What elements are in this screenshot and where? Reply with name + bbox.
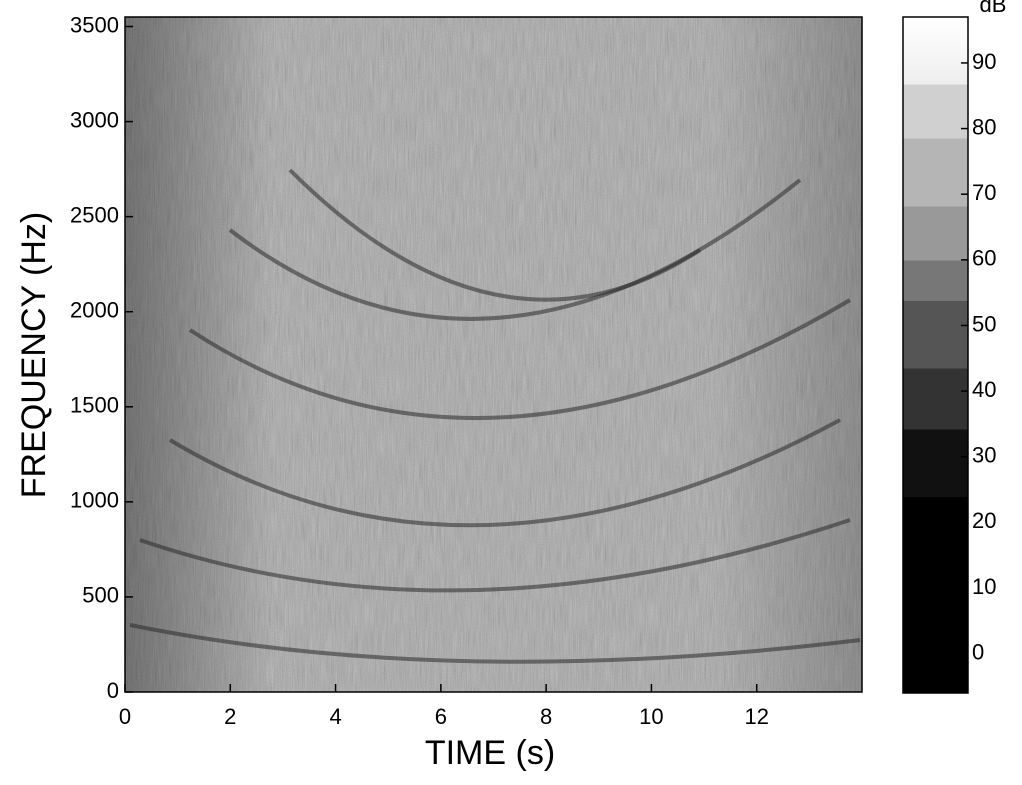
colorbar-tick-label: 50 [972, 311, 996, 336]
spectrogram-image [125, 17, 862, 692]
x-tick-label: 0 [119, 704, 131, 729]
y-tick-label: 0 [107, 678, 119, 703]
x-tick-label: 4 [329, 704, 341, 729]
y-tick-label: 3500 [70, 12, 119, 37]
y-tick-label: 500 [82, 583, 119, 608]
colorbar-label: dB [980, 0, 1007, 17]
x-tick-label: 8 [540, 704, 552, 729]
colorbar-tick-label: 80 [972, 114, 996, 139]
x-tick-label: 6 [435, 704, 447, 729]
colorbar-tick-label: 0 [972, 639, 984, 664]
y-tick-label: 2500 [70, 202, 119, 227]
x-tick-label: 2 [224, 704, 236, 729]
colorbar-tick-label: 30 [972, 443, 996, 468]
colorbar-tick-label: 40 [972, 377, 996, 402]
y-tick-label: 1500 [70, 393, 119, 418]
y-tick-label: 2000 [70, 298, 119, 323]
x-axis-label: TIME (s) [425, 734, 555, 772]
plot-frame [124, 16, 863, 693]
y-tick-label: 1000 [70, 488, 119, 513]
colorbar-tick-label: 10 [972, 574, 996, 599]
y-axis-label: FREQUENCY (Hz) [15, 212, 53, 499]
colorbar-tick-label: 20 [972, 508, 996, 533]
colorbar-tick-label: 70 [972, 180, 996, 205]
colorbar [902, 16, 969, 694]
colorbar-tick-label: 90 [972, 49, 996, 74]
y-tick-label: 3000 [70, 107, 119, 132]
colorbar-tick-label: 60 [972, 246, 996, 271]
x-tick-label: 10 [639, 704, 663, 729]
x-tick-label: 12 [744, 704, 768, 729]
